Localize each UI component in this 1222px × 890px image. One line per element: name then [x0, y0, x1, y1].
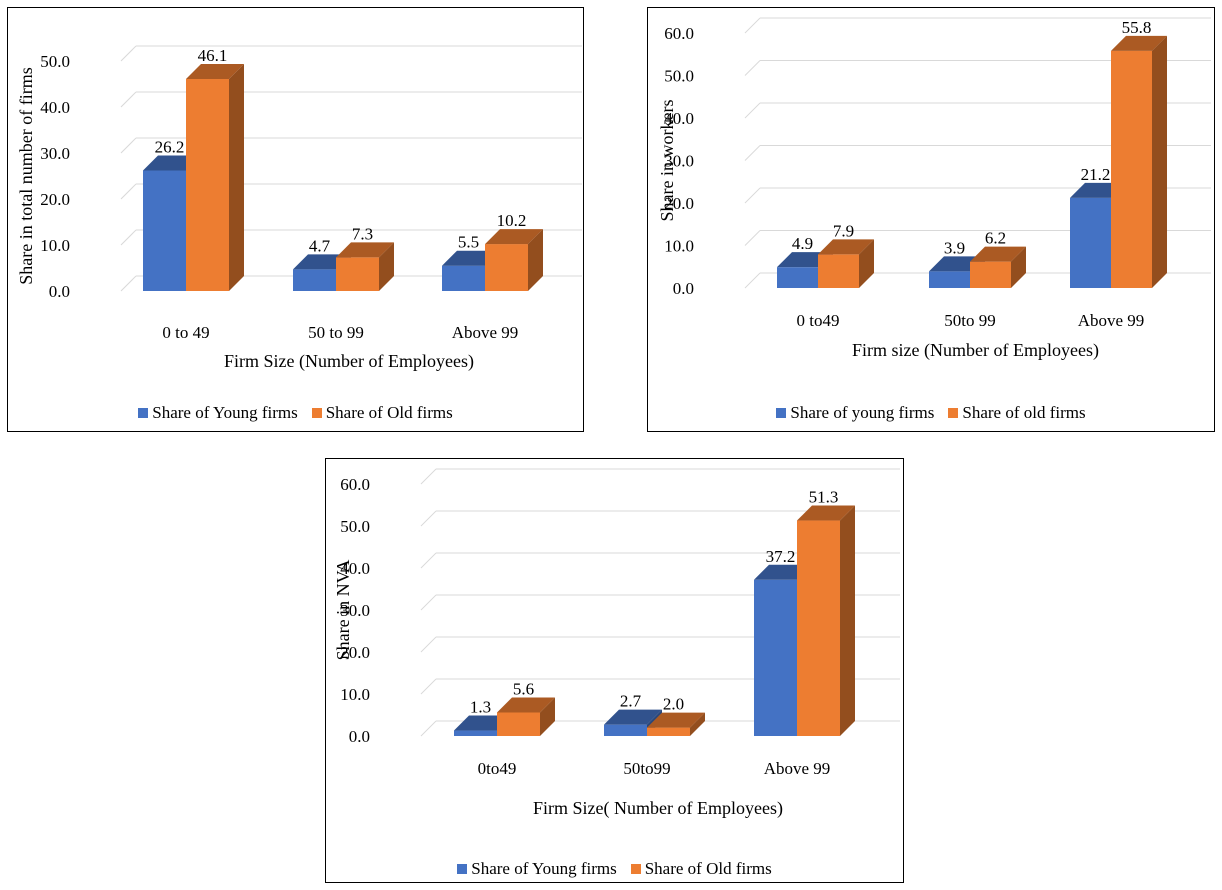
bar	[186, 63, 244, 291]
data-label: 7.3	[352, 224, 373, 243]
bar	[647, 712, 705, 736]
data-label: 5.5	[458, 233, 479, 252]
x-tick-label: 50to99	[623, 759, 670, 778]
chart-workers-share: 0.0 10.0 20.0 30.0 40.0 50.0 60.0 4.9 7.9 0 to49 3…	[647, 7, 1215, 432]
y-tick-label: 50.0	[40, 52, 70, 71]
y-axis-title: Share in workers	[657, 100, 677, 222]
x-tick-label: 50 to 99	[308, 323, 364, 342]
legend-item-old: Share of Old firms	[630, 859, 772, 879]
y-tick-label: 0.0	[49, 282, 70, 301]
y-tick-label: 10.0	[664, 237, 694, 256]
chart-plot: 0.0 10.0 20.0 30.0 40.0 50.0 26.2 46.1 0 to 49 4.…	[16, 45, 582, 372]
chart-legend: Share of young firms Share of old firms	[648, 403, 1214, 423]
y-tick-label: 20.0	[664, 194, 694, 213]
y-tick-label: 20.0	[340, 643, 370, 662]
legend-label-young: Share of Young firms	[152, 403, 298, 422]
data-label: 26.2	[155, 137, 185, 156]
y-tick-label: 30.0	[340, 601, 370, 620]
x-axis-title: Firm size (Number of Employees)	[852, 340, 1099, 361]
x-tick-label: Above 99	[1078, 311, 1145, 330]
legend-item-old: Share of Old firms	[311, 403, 453, 423]
legend-item-young: Share of Young firms	[138, 403, 298, 423]
x-tick-label: Above 99	[764, 759, 831, 778]
bar	[818, 239, 874, 288]
y-tick-label: 30.0	[664, 152, 694, 171]
bar	[497, 697, 555, 736]
legend-item-young: Share of young firms	[776, 403, 934, 423]
legend-label-old: Share of Old firms	[644, 859, 772, 878]
data-label: 1.3	[470, 698, 491, 717]
x-tick-label: Above 99	[452, 323, 519, 342]
y-tick-label: 60.0	[340, 475, 370, 494]
legend-swatch-young	[776, 408, 787, 418]
data-label: 46.1	[198, 46, 228, 65]
y-tick-label: 10.0	[340, 685, 370, 704]
gridline	[120, 45, 582, 62]
gridline	[744, 17, 1211, 34]
y-tick-label: 20.0	[40, 190, 70, 209]
data-label: 5.6	[513, 679, 534, 698]
y-tick-label: 50.0	[340, 517, 370, 536]
x-tick-label: 0 to49	[797, 311, 840, 330]
bar	[797, 505, 855, 736]
data-label: 55.8	[1122, 18, 1152, 37]
legend-swatch-old	[948, 408, 959, 418]
legend-swatch-old	[630, 864, 641, 874]
y-tick-label: 40.0	[40, 98, 70, 117]
data-label: 37.2	[766, 547, 796, 566]
x-tick-label: 0 to 49	[162, 323, 209, 342]
legend-item-old: Share of old firms	[948, 403, 1086, 423]
legend-label-old: Share of old firms	[962, 403, 1086, 422]
bar	[485, 229, 543, 291]
y-tick-label: 30.0	[40, 144, 70, 163]
legend-label-old: Share of Old firms	[325, 403, 453, 422]
x-tick-label: 50to 99	[944, 311, 995, 330]
data-label: 10.2	[497, 211, 527, 230]
chart-nva-share: 0.0 10.0 20.0 30.0 40.0 50.0 60.0 1.3 5.6 0to49 2.…	[325, 458, 904, 883]
legend-label-young: Share of Young firms	[471, 859, 617, 878]
data-label: 2.7	[620, 692, 642, 711]
data-label: 4.9	[792, 234, 813, 253]
legend-item-young: Share of Young firms	[457, 859, 617, 879]
y-tick-label: 0.0	[673, 279, 694, 298]
legend-swatch-old	[311, 408, 322, 418]
y-tick-label: 50.0	[664, 67, 694, 86]
legend-swatch-young	[457, 864, 468, 874]
chart-plot: 0.0 10.0 20.0 30.0 40.0 50.0 60.0 4.9 7.9 0 to49 3…	[657, 17, 1211, 361]
legend-label-young: Share of young firms	[790, 403, 935, 422]
y-tick-label: 60.0	[664, 24, 694, 43]
legend-swatch-young	[138, 408, 149, 418]
data-label: 4.7	[309, 236, 331, 255]
bar	[1111, 35, 1167, 288]
bar	[336, 242, 394, 291]
y-axis-title: Share in NVA	[333, 560, 353, 661]
y-axis-title: Share in total number of firms	[16, 67, 36, 284]
data-label: 3.9	[944, 238, 965, 257]
data-label: 6.2	[985, 229, 1006, 248]
x-axis-title: Firm Size (Number of Employees)	[224, 351, 474, 372]
chart-legend: Share of Young firms Share of Old firms	[8, 403, 583, 423]
chart-plot: 0.0 10.0 20.0 30.0 40.0 50.0 60.0 1.3 5.6 0to49 2.…	[333, 468, 900, 819]
y-tick-label: 40.0	[340, 559, 370, 578]
bar	[970, 246, 1026, 288]
data-label: 51.3	[809, 488, 839, 507]
y-tick-label: 40.0	[664, 109, 694, 128]
y-tick-label: 10.0	[40, 236, 70, 255]
data-label: 7.9	[833, 221, 854, 240]
x-axis-title: Firm Size( Number of Employees)	[533, 798, 783, 819]
data-label: 21.2	[1081, 165, 1111, 184]
x-tick-label: 0to49	[478, 759, 517, 778]
y-tick-label: 0.0	[349, 727, 370, 746]
gridline	[420, 468, 900, 485]
chart-firms-share: 0.0 10.0 20.0 30.0 40.0 50.0 26.2 46.1 0 to 49 4.…	[7, 7, 584, 432]
data-label: 2.0	[663, 695, 684, 714]
chart-legend: Share of Young firms Share of Old firms	[326, 859, 903, 879]
